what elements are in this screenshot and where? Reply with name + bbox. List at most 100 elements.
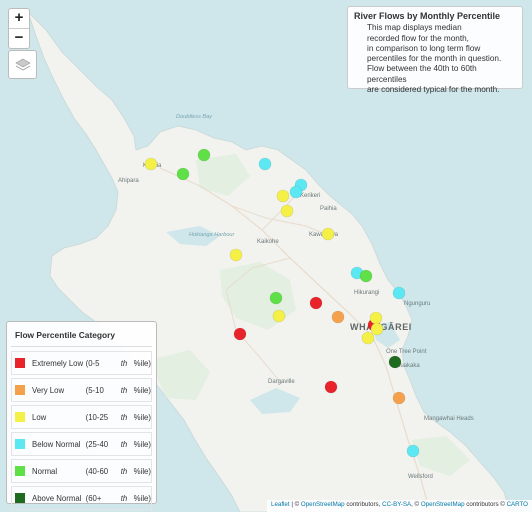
site-marker-very-low[interactable] xyxy=(392,391,406,405)
legend-title: Flow Percentile Category xyxy=(11,328,152,347)
info-line: recorded flow for the month, xyxy=(367,33,469,43)
legend-suffix: %ile) xyxy=(133,439,151,449)
attribution-text: contributors, xyxy=(344,501,383,508)
site-marker-low[interactable] xyxy=(280,204,294,218)
layers-icon xyxy=(14,58,31,70)
site-marker-very-low[interactable] xyxy=(331,310,345,324)
info-line: Flow between the 40th to 60th percentile… xyxy=(367,64,477,84)
info-panel: River Flows by Monthly Percentile This m… xyxy=(347,6,523,94)
legend-suffix: %ile) xyxy=(133,385,151,395)
attribution-text: , © xyxy=(411,501,421,508)
site-marker-above-normal[interactable] xyxy=(388,355,402,369)
attribution: Leaflet | © OpenStreetMap contributors, … xyxy=(267,500,532,512)
legend-range: (25-40 xyxy=(85,439,109,449)
site-marker-low[interactable] xyxy=(369,311,383,325)
legend-suffix: %ile) xyxy=(133,466,151,476)
place-label-ruakaka: Ruakaka xyxy=(396,363,420,369)
info-line: This map displays median xyxy=(367,23,462,33)
zoom-control: + − xyxy=(8,8,30,49)
site-marker-below-normal[interactable] xyxy=(406,444,420,458)
legend-sup: th xyxy=(120,385,128,395)
place-label-mangawhai: Mangawhai Heads xyxy=(424,416,474,422)
place-label-wellsford: Wellsford xyxy=(408,474,433,480)
legend-sup: th xyxy=(120,412,128,422)
legend-sup: th xyxy=(120,466,128,476)
attribution-osm-link[interactable]: OpenStreetMap xyxy=(420,501,465,508)
legend-item: Normal (40-60 th %ile) xyxy=(11,459,152,483)
legend-swatch xyxy=(15,412,25,422)
site-marker-extremely-low[interactable] xyxy=(324,380,338,394)
site-marker-low[interactable] xyxy=(144,157,158,171)
site-marker-normal[interactable] xyxy=(359,269,373,283)
site-marker-low[interactable] xyxy=(370,322,384,336)
northland-landmass xyxy=(27,11,511,512)
legend-range: (60+ xyxy=(85,493,102,503)
legend-sup: th xyxy=(120,493,128,503)
legend-item: Below Normal (25-40 th %ile) xyxy=(11,432,152,456)
site-marker-low[interactable] xyxy=(272,309,286,323)
legend-range: (0-5 xyxy=(85,358,100,368)
attribution-text: contributors © xyxy=(464,501,507,508)
forest-area xyxy=(196,154,250,196)
site-marker-normal[interactable] xyxy=(269,291,283,305)
attribution-carto-link[interactable]: CARTO xyxy=(506,501,528,508)
legend-suffix: %ile) xyxy=(133,493,151,503)
legend-category: Extremely Low xyxy=(32,358,84,368)
site-marker-low[interactable] xyxy=(229,248,243,262)
legend-swatch xyxy=(15,358,25,368)
legend-suffix: %ile) xyxy=(133,358,151,368)
zoom-in-button[interactable]: + xyxy=(14,9,24,26)
site-marker-below-normal[interactable] xyxy=(392,286,406,300)
attribution-leaflet-link[interactable]: Leaflet xyxy=(271,501,290,508)
legend-item: Extremely Low (0-5 th %ile) xyxy=(11,351,152,375)
place-label-dargaville: Dargaville xyxy=(268,379,295,385)
site-markers xyxy=(144,148,420,458)
legend-category: Low xyxy=(32,412,47,422)
zoom-out-button[interactable]: − xyxy=(9,28,29,48)
place-label-paihia: Paihia xyxy=(320,206,337,212)
site-marker-extremely-low[interactable] xyxy=(233,327,247,341)
attribution-ccbysa-link[interactable]: CC-BY-SA xyxy=(382,501,412,508)
site-marker-normal[interactable] xyxy=(176,167,190,181)
layers-button[interactable] xyxy=(8,50,37,79)
legend-swatch xyxy=(15,385,25,395)
forest-area xyxy=(150,350,210,400)
place-label-kerikeri: Kerikeri xyxy=(300,193,320,199)
legend-panel: Flow Percentile Category Extremely Low (… xyxy=(6,321,157,510)
place-label-hokianga: Hokianga Harbour xyxy=(189,232,236,238)
legend-range: (5-10 xyxy=(85,385,104,395)
site-marker-below-normal[interactable] xyxy=(289,185,303,199)
site-marker-normal[interactable] xyxy=(197,148,211,162)
place-label-hikurangi: Hikurangi xyxy=(354,290,379,296)
legend-category: Below Normal xyxy=(32,439,81,449)
legend-range: (40-60 xyxy=(85,466,109,476)
site-marker-extremely-low[interactable] xyxy=(309,296,323,310)
legend-item: Above Normal (60+ th %ile) xyxy=(11,486,152,510)
legend-range: (10-25 xyxy=(85,412,109,422)
place-label-doubtless-bay: Doubtless Bay xyxy=(176,114,213,120)
legend-swatch xyxy=(15,439,25,449)
info-line: in comparison to long term flow xyxy=(367,43,481,53)
site-marker-low[interactable] xyxy=(321,227,335,241)
attribution-osm-link[interactable]: OpenStreetMap xyxy=(300,501,345,508)
highway xyxy=(225,257,291,385)
legend-sup: th xyxy=(120,439,128,449)
site-marker-low[interactable] xyxy=(361,331,375,345)
legend-swatch xyxy=(15,466,25,476)
highway xyxy=(231,205,331,237)
harbour-water xyxy=(166,226,220,246)
legend-category: Above Normal xyxy=(32,493,82,503)
place-label-ahipara: Ahipara xyxy=(118,178,139,184)
legend-swatch xyxy=(15,493,25,503)
place-label-one-tree-point: One Tree Point xyxy=(386,349,427,355)
site-marker-below-normal[interactable] xyxy=(258,157,272,171)
legend-suffix: %ile) xyxy=(133,412,151,422)
place-label-kaikohe: Kaikohe xyxy=(257,239,279,245)
site-marker-low[interactable] xyxy=(276,189,290,203)
info-line: percentiles for the month in question. xyxy=(367,54,502,63)
info-title: River Flows by Monthly Percentile xyxy=(354,11,501,21)
legend-item: Low (10-25 th %ile) xyxy=(11,405,152,429)
info-line: are considered typical for the month. xyxy=(367,84,500,94)
